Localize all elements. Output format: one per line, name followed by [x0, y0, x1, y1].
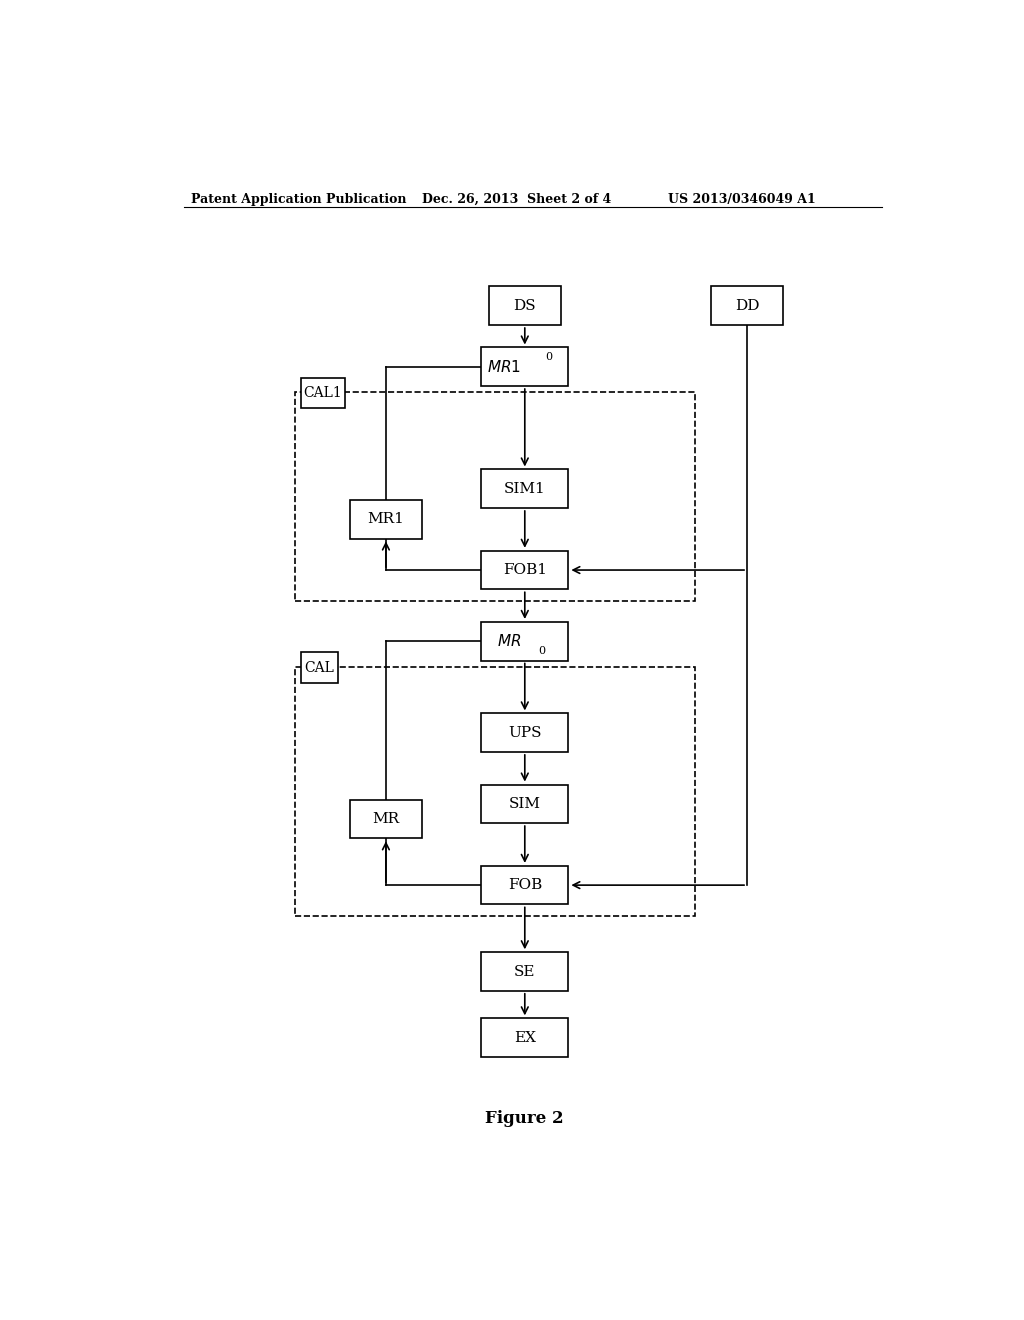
FancyBboxPatch shape [481, 347, 568, 385]
Text: FOB1: FOB1 [503, 564, 547, 577]
FancyBboxPatch shape [481, 784, 568, 824]
Text: MR: MR [373, 812, 399, 826]
FancyBboxPatch shape [481, 713, 568, 752]
Text: 0: 0 [539, 647, 546, 656]
FancyBboxPatch shape [481, 1018, 568, 1057]
FancyBboxPatch shape [481, 866, 568, 904]
Text: SE: SE [514, 965, 536, 978]
Text: CAL1: CAL1 [303, 387, 342, 400]
Text: UPS: UPS [508, 726, 542, 739]
FancyBboxPatch shape [489, 286, 560, 325]
FancyBboxPatch shape [712, 286, 782, 325]
FancyBboxPatch shape [350, 500, 422, 539]
Text: MR1: MR1 [368, 512, 404, 527]
FancyBboxPatch shape [481, 470, 568, 508]
FancyBboxPatch shape [301, 652, 338, 682]
Text: CAL: CAL [304, 660, 334, 675]
Text: Figure 2: Figure 2 [485, 1110, 564, 1127]
FancyBboxPatch shape [481, 952, 568, 991]
Text: DS: DS [513, 298, 537, 313]
FancyBboxPatch shape [301, 378, 345, 408]
Text: Patent Application Publication: Patent Application Publication [191, 193, 407, 206]
Text: $\mathit{MR}$: $\mathit{MR}$ [497, 634, 521, 649]
Text: EX: EX [514, 1031, 536, 1044]
Text: SIM1: SIM1 [504, 482, 546, 496]
Text: FOB: FOB [508, 878, 542, 892]
Text: US 2013/0346049 A1: US 2013/0346049 A1 [668, 193, 815, 206]
FancyBboxPatch shape [350, 800, 422, 838]
FancyBboxPatch shape [481, 622, 568, 660]
Text: Dec. 26, 2013  Sheet 2 of 4: Dec. 26, 2013 Sheet 2 of 4 [422, 193, 611, 206]
FancyBboxPatch shape [481, 550, 568, 589]
Text: DD: DD [735, 298, 759, 313]
Text: $\mathit{MR}1$: $\mathit{MR}1$ [486, 359, 521, 375]
Text: 0: 0 [545, 351, 552, 362]
Text: SIM: SIM [509, 797, 541, 810]
